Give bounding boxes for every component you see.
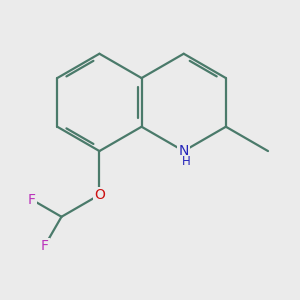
Text: N: N [178, 144, 189, 158]
Text: F: F [28, 193, 36, 207]
Text: O: O [94, 188, 105, 202]
Text: F: F [40, 239, 49, 253]
Text: H: H [182, 155, 190, 168]
